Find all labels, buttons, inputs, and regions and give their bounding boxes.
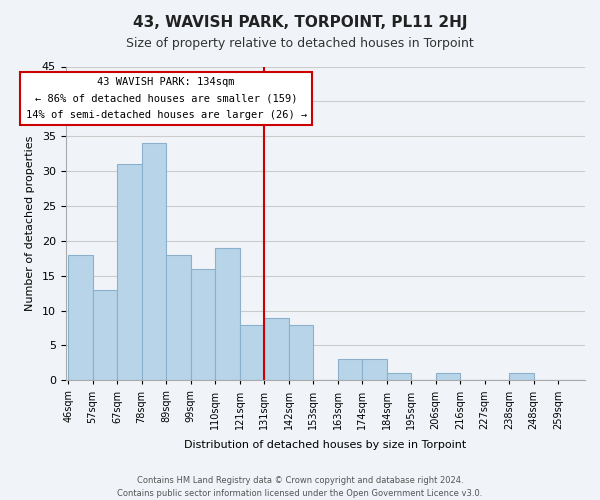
Bar <box>166 255 191 380</box>
Bar <box>117 164 142 380</box>
Y-axis label: Number of detached properties: Number of detached properties <box>25 136 35 311</box>
Text: 43 WAVISH PARK: 134sqm
← 86% of detached houses are smaller (159)
14% of semi-de: 43 WAVISH PARK: 134sqm ← 86% of detached… <box>26 77 307 120</box>
Bar <box>264 318 289 380</box>
Text: Size of property relative to detached houses in Torpoint: Size of property relative to detached ho… <box>126 38 474 51</box>
Bar <box>142 143 166 380</box>
Bar <box>215 248 239 380</box>
Text: Contains HM Land Registry data © Crown copyright and database right 2024.
Contai: Contains HM Land Registry data © Crown c… <box>118 476 482 498</box>
Bar <box>289 324 313 380</box>
Bar <box>509 374 533 380</box>
Bar <box>436 374 460 380</box>
Bar <box>338 360 362 380</box>
Bar <box>92 290 117 380</box>
Bar <box>362 360 386 380</box>
X-axis label: Distribution of detached houses by size in Torpoint: Distribution of detached houses by size … <box>184 440 466 450</box>
Bar <box>68 255 92 380</box>
Text: 43, WAVISH PARK, TORPOINT, PL11 2HJ: 43, WAVISH PARK, TORPOINT, PL11 2HJ <box>133 15 467 30</box>
Bar <box>191 269 215 380</box>
Bar <box>386 374 411 380</box>
Bar <box>239 324 264 380</box>
